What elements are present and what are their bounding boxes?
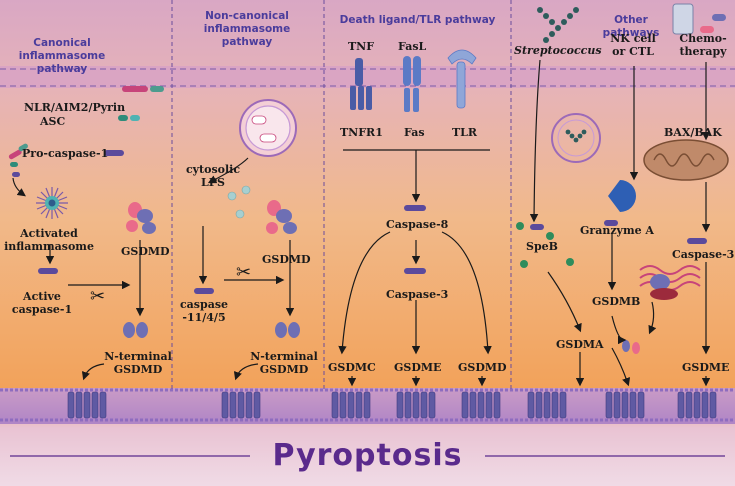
label-granzyme: Granzyme A	[580, 224, 654, 237]
label-lps: cytosolic LPS	[178, 163, 248, 189]
label-c-gsdmd: GSDMD	[121, 245, 170, 258]
label-death-casp3: Caspase-3	[386, 288, 449, 301]
label-caspase11: caspase -11/4/5	[176, 298, 232, 324]
header-death: Death ligand/TLR pathway	[339, 14, 496, 26]
nc-gsdmd-protein-icon	[266, 200, 297, 234]
header-noncanonical: Non-canonical inflammasome pathway	[203, 10, 291, 48]
granzyme-icon	[608, 180, 636, 212]
label-active-line1: Active	[23, 290, 61, 303]
footer-title: Pyroptosis	[272, 438, 463, 473]
canonical-arrows	[12, 177, 145, 381]
bacterium-icon	[239, 99, 297, 157]
other-arrows	[529, 59, 711, 387]
label-active-line2: caspase-1	[11, 303, 73, 316]
label-casp8: Caspase-8	[386, 218, 449, 231]
lps-icon	[227, 185, 251, 219]
label-nc-nterminal: N-terminal GSDMD	[246, 350, 322, 376]
asc-icon	[118, 115, 140, 121]
streptococcus-icon	[537, 7, 579, 43]
component-chain-icon	[8, 143, 28, 177]
casp3-icon	[404, 268, 426, 274]
casp8-icon	[404, 205, 426, 211]
nterminal-gsdmd-icon	[123, 322, 148, 338]
label-procaspase: Pro-caspase-1	[22, 147, 109, 160]
label-lps-line2: LPS	[201, 176, 225, 189]
label-chemo: Chemo- therapy	[672, 32, 734, 58]
label-bax: BAX/BAK	[664, 126, 722, 139]
scissors-icon: ✂	[90, 286, 105, 307]
nc-nterminal-icon	[275, 322, 300, 338]
procaspase-icon	[104, 150, 124, 156]
label-lps-line1: cytosolic	[185, 163, 241, 176]
label-gsdmc: GSDMC	[328, 361, 376, 374]
inflammasome-icon	[36, 187, 68, 219]
label-speb: SpeB	[526, 240, 558, 253]
gsdmb-complex-icon	[639, 265, 701, 300]
noncanonical-arrows	[198, 157, 295, 381]
death-arrows	[338, 149, 492, 387]
gsdmb-fragment-icon	[622, 340, 640, 354]
mitochondrion-icon	[643, 139, 729, 181]
label-caspase11-line1: caspase	[179, 298, 229, 311]
label-death-gsdme: GSDME	[394, 361, 442, 374]
gsdmd-protein-icon	[126, 202, 156, 234]
label-nk-line2: or CTL	[612, 45, 654, 58]
label-c-nterminal: N-terminal GSDMD	[100, 350, 176, 376]
label-streptococcus: Streptococcus	[514, 44, 602, 57]
label-activated-line1: Activated	[20, 227, 78, 240]
label-asc: ASC	[40, 115, 66, 128]
label-c-nterminal-line2: GSDMD	[113, 363, 163, 376]
label-nc-gsdmd: GSDMD	[262, 253, 311, 266]
active-caspase-icon	[38, 268, 58, 274]
header-canonical: Canonical inflammasome pathway	[18, 37, 106, 75]
caspase11-icon	[194, 288, 214, 294]
top-membrane	[0, 66, 735, 88]
label-nc-nterminal-line1: N-terminal	[250, 350, 318, 363]
label-tnfr1: TNFR1	[340, 126, 383, 139]
tnf-receptor-icon	[350, 58, 372, 110]
label-nk-cell: NK cell or CTL	[598, 32, 668, 58]
speb-dots-icon	[516, 222, 574, 268]
label-chemo-line2: therapy	[679, 45, 727, 58]
label-other-gsdme: GSDME	[682, 361, 730, 374]
label-nk-line1: NK cell	[610, 32, 656, 45]
label-chemo-line1: Chemo-	[679, 32, 727, 45]
label-gsdma: GSDMA	[556, 338, 604, 351]
fas-receptor-icon	[403, 56, 421, 112]
label-death-gsdmd: GSDMD	[458, 361, 507, 374]
intracellular-bacteria-icon	[551, 113, 601, 163]
nlr-icon	[122, 86, 164, 92]
label-tnf: TNF	[348, 40, 375, 53]
label-c-nterminal-line1: N-terminal	[104, 350, 172, 363]
label-fasl: FasL	[398, 40, 427, 53]
label-activated: Activated inflammasome	[4, 227, 94, 253]
label-gsdmb: GSDMB	[592, 295, 641, 308]
header-other: Other pathways	[602, 14, 660, 39]
label-tlr: TLR	[452, 126, 478, 139]
other-caspase-icons	[530, 220, 707, 244]
label-activated-line2: inflammasome	[4, 240, 94, 253]
label-other-casp3: Caspase-3	[672, 248, 735, 261]
tlr-receptor-icon	[447, 49, 477, 109]
nc-scissors-icon: ✂	[236, 262, 251, 283]
label-active-caspase: Active caspase-1	[4, 290, 80, 316]
label-caspase11-line2: -11/4/5	[182, 311, 226, 324]
label-nc-nterminal-line2: GSDMD	[259, 363, 309, 376]
chemo-drug-icon	[672, 3, 726, 35]
membrane-pores	[67, 391, 717, 419]
label-fas: Fas	[404, 126, 425, 139]
label-nlr: NLR/AIM2/Pyrin	[24, 101, 126, 114]
section-dividers	[171, 0, 512, 392]
